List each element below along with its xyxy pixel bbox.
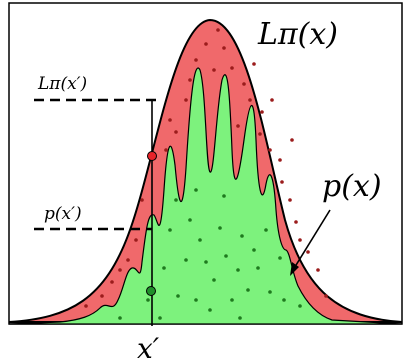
sample-dot — [240, 234, 244, 238]
sample-dot — [280, 180, 284, 184]
sample-dot — [230, 298, 234, 302]
sample-dot — [298, 304, 302, 308]
sample-dot — [168, 118, 172, 122]
sample-dot — [174, 198, 178, 202]
sample-dot — [242, 82, 246, 86]
sample-dot — [126, 258, 130, 262]
sample-dot — [268, 290, 272, 294]
sample-dot — [184, 98, 188, 102]
sample-dot — [176, 294, 180, 298]
target-pointer-arrow — [292, 209, 331, 271]
sample-dot — [252, 248, 256, 252]
sample-dot — [306, 250, 310, 254]
sample-dot — [290, 138, 294, 142]
sample-dot — [282, 298, 286, 302]
sample-dot — [204, 42, 208, 46]
sample-dot — [134, 238, 138, 242]
sample-dot — [146, 298, 150, 302]
sample-dot — [204, 260, 208, 264]
sample-dot — [236, 124, 240, 128]
sample-dot — [294, 220, 298, 224]
target-label: p(x) — [322, 169, 382, 204]
sample-dot — [278, 256, 282, 260]
sample-dot — [224, 254, 228, 258]
sample-dot — [288, 198, 292, 202]
xprime-label: x′ — [137, 332, 160, 362]
sample-dot — [218, 226, 222, 230]
sample-dot — [100, 294, 104, 298]
sample-dot — [230, 66, 234, 70]
sample-dot — [268, 148, 272, 152]
target-at-xprime-label: p(x′) — [44, 204, 82, 224]
sample-dots-accepted-region — [118, 188, 302, 320]
sample-dot — [194, 58, 198, 62]
sample-dot — [118, 268, 122, 272]
sample-dot — [188, 78, 192, 82]
sample-dot — [158, 316, 162, 320]
sample-dot — [212, 68, 216, 72]
sample-dot — [198, 238, 202, 242]
sample-dot — [258, 132, 262, 136]
sample-dot — [194, 188, 198, 192]
sample-dot — [216, 28, 220, 32]
sample-dot — [110, 280, 114, 284]
sample-dot — [184, 258, 188, 262]
sample-dot — [270, 98, 274, 102]
sample-dot — [194, 298, 198, 302]
sample-dots-rejected-region — [84, 28, 328, 308]
arrowhead-icon — [290, 262, 299, 276]
sample-dot — [236, 268, 240, 272]
sample-dot — [188, 218, 192, 222]
envelope-at-xprime-label: Lπ(x′) — [37, 74, 87, 94]
rejected-sample-marker — [147, 151, 157, 161]
sample-dot — [208, 308, 212, 312]
sample-dot — [278, 158, 282, 162]
sample-dot — [84, 304, 88, 308]
target-curve — [8, 67, 403, 325]
sample-dot — [264, 228, 268, 232]
sample-dot — [260, 110, 264, 114]
sample-dot — [168, 228, 172, 232]
sample-dot — [162, 266, 166, 270]
sample-dot — [174, 130, 178, 134]
sample-dot — [212, 278, 216, 282]
sample-dot — [164, 148, 168, 152]
sample-dot — [246, 288, 250, 292]
sample-dot — [316, 268, 320, 272]
sample-dot — [298, 238, 302, 242]
sample-dot — [238, 316, 242, 320]
sample-dot — [324, 294, 328, 298]
sample-dot — [248, 98, 252, 102]
sample-dot — [256, 266, 260, 270]
sample-dot — [118, 316, 122, 320]
sample-dot — [222, 46, 226, 50]
sample-dot — [252, 62, 256, 66]
envelope-label: Lπ(x) — [257, 17, 338, 52]
accepted-sample-marker — [146, 286, 156, 296]
sample-dot — [222, 194, 226, 198]
sample-dot — [140, 198, 144, 202]
